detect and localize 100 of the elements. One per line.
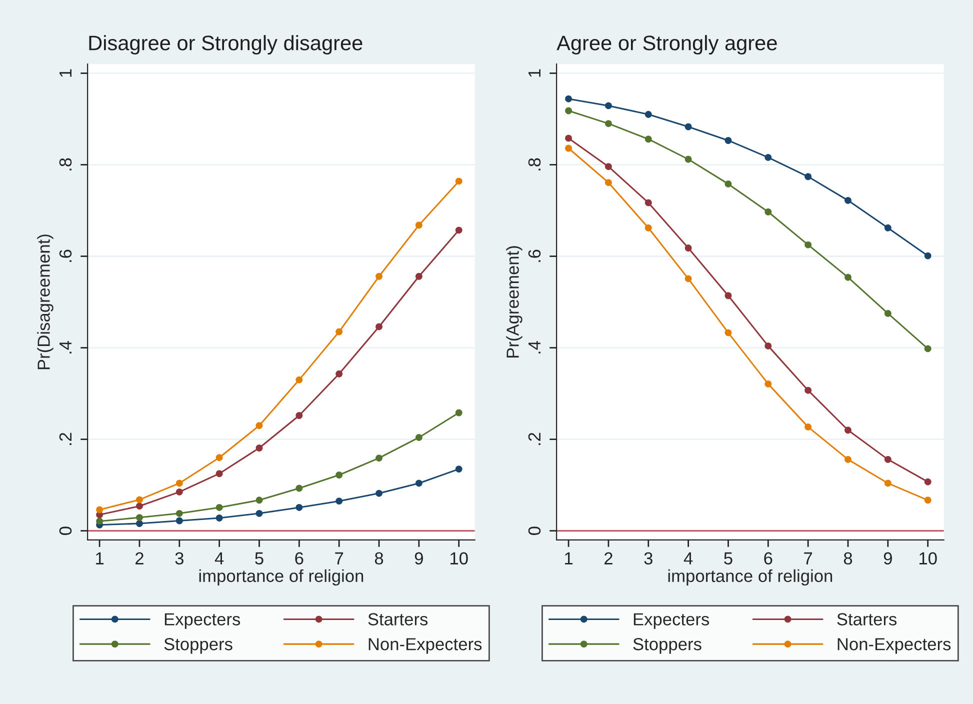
point <box>296 504 303 511</box>
point <box>216 514 223 522</box>
x-tick-label: 10 <box>920 552 937 565</box>
point <box>724 137 732 144</box>
x-tick-label: 8 <box>844 552 852 565</box>
y-tick-label: .2 <box>59 432 72 445</box>
point <box>256 496 263 504</box>
point <box>804 173 812 180</box>
chart-title: Agree or Strongly agree <box>556 35 777 54</box>
y-tick-label: .4 <box>528 341 540 354</box>
point <box>336 328 343 336</box>
point <box>216 454 223 462</box>
point <box>684 275 692 282</box>
x-tick-label: 1 <box>565 552 573 564</box>
point <box>216 470 223 478</box>
x-tick-label: 7 <box>804 552 812 564</box>
point <box>644 199 652 206</box>
point <box>924 345 932 352</box>
chart-title: Disagree or Strongly disagree <box>89 35 362 54</box>
point <box>724 180 732 188</box>
point <box>684 123 692 130</box>
point <box>376 490 382 497</box>
point <box>724 292 732 300</box>
point <box>684 244 692 252</box>
y-tick-label: .6 <box>528 250 541 262</box>
point <box>176 480 183 487</box>
y-tick-label: .4 <box>60 341 72 354</box>
point <box>565 95 572 102</box>
y-tick-label: 1 <box>528 69 540 77</box>
x-tick-label: 10 <box>450 552 468 565</box>
point <box>764 208 772 216</box>
point <box>455 226 462 234</box>
point <box>644 224 652 232</box>
point <box>136 520 143 527</box>
point <box>884 224 892 232</box>
point <box>336 370 343 378</box>
x-axis-title: importance of religion <box>668 569 832 586</box>
point <box>415 434 422 441</box>
x-tick-label: 4 <box>684 552 693 564</box>
y-tick-label: .6 <box>59 250 72 262</box>
legend-label: Stoppers <box>164 638 232 654</box>
point <box>256 444 263 452</box>
point <box>455 178 462 185</box>
point <box>764 342 772 350</box>
point <box>844 456 852 463</box>
point <box>924 252 932 260</box>
point <box>804 386 812 394</box>
point <box>136 514 143 522</box>
point <box>724 329 732 336</box>
y-tick-label: .8 <box>528 158 541 170</box>
point <box>455 466 462 473</box>
point <box>764 154 772 161</box>
x-tick-label: 8 <box>374 552 384 565</box>
point <box>296 376 303 384</box>
point <box>684 156 692 163</box>
x-tick-label: 5 <box>255 552 264 565</box>
point <box>415 480 422 487</box>
point <box>565 107 572 114</box>
point <box>136 496 143 504</box>
legend-label: Expecters <box>164 613 240 629</box>
point <box>924 478 932 486</box>
y-tick-label: .8 <box>59 158 72 170</box>
point <box>216 504 223 511</box>
point <box>376 272 382 280</box>
x-tick-label: 6 <box>295 552 304 565</box>
x-axis-title: importance of religion <box>199 569 364 586</box>
legend-label: Starters <box>368 613 428 626</box>
legend-label: Non-Expecters <box>368 638 482 654</box>
x-tick-label: 6 <box>764 552 772 565</box>
x-tick-label: 9 <box>884 552 892 565</box>
y-tick-label: .2 <box>528 432 540 445</box>
x-tick-label: 4 <box>214 552 224 564</box>
point <box>644 136 652 143</box>
point <box>96 506 104 514</box>
point <box>176 517 183 524</box>
point <box>804 423 812 430</box>
point <box>296 412 303 419</box>
point <box>844 196 852 204</box>
point <box>376 454 382 462</box>
y-tick-label: 1 <box>60 69 72 77</box>
legend-label: Non-Expecters <box>838 638 951 654</box>
point <box>256 510 263 517</box>
point <box>336 498 343 505</box>
y-tick-label: 0 <box>528 526 541 535</box>
point <box>604 179 612 186</box>
point <box>296 484 303 492</box>
point <box>884 456 892 463</box>
x-tick-label: 2 <box>604 552 612 564</box>
point <box>176 488 183 496</box>
point <box>455 409 462 416</box>
y-tick-label: 0 <box>59 526 72 535</box>
legend-label: Stoppers <box>633 638 702 654</box>
x-tick-label: 5 <box>724 552 732 565</box>
x-tick-label: 1 <box>96 552 104 564</box>
point <box>565 134 572 142</box>
point <box>376 323 382 330</box>
point <box>644 110 652 118</box>
point <box>604 163 612 170</box>
point <box>884 480 892 487</box>
point <box>565 144 572 152</box>
